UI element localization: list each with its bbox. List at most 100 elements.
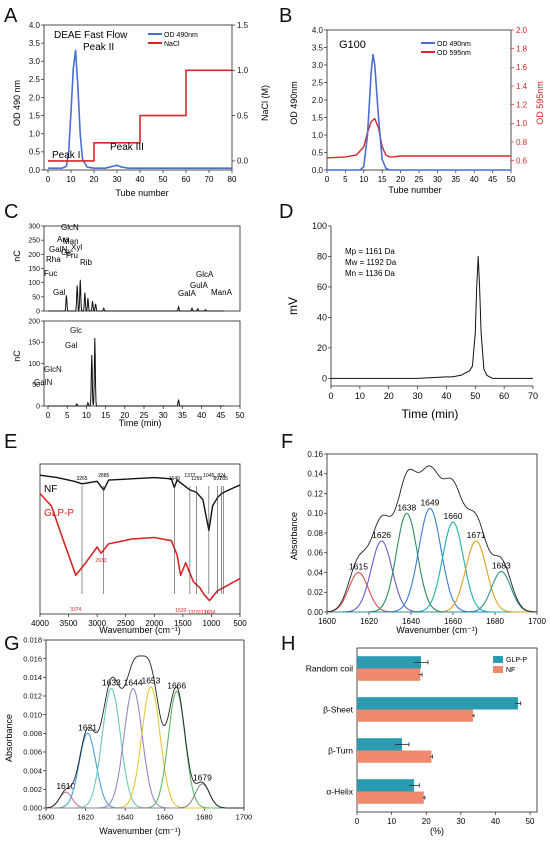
- chart-a-xtick-label: 60: [182, 175, 191, 184]
- chart-c-xtick-label: 25: [140, 411, 149, 420]
- chart-f-ytick-label: 0.00: [307, 608, 323, 617]
- chart-c-xlabel: Time (min): [119, 418, 162, 428]
- chart-b-xtick-label: 5: [343, 175, 348, 184]
- stat-mw: Mw = 1192 Da: [345, 258, 397, 267]
- chart-c-top-trace: [48, 279, 225, 313]
- chart-e-glp-peak-label: 2933: [95, 558, 106, 564]
- chart-h-plot: 0 10 20 30 40 50 Random coil β-Sheet β-Turn α-Hel…: [306, 647, 538, 826]
- chart-a-left-ytick-label: 2.0: [29, 93, 41, 102]
- chart-b-xtick-label: 40: [470, 175, 479, 184]
- chart-e-nf-peak-label: 824: [217, 473, 226, 479]
- chart-f-component-curve: [327, 570, 538, 613]
- chart-e-plot: 4000 3500 3000 2500 2000 1500 1000 500 3265 2885 1…: [31, 463, 247, 628]
- series-a-nacl-line: [48, 69, 232, 162]
- chart-g-component-curve: [45, 791, 244, 809]
- chart-h-bar-nf: [357, 668, 421, 681]
- chart-a-xtick-label: 0: [46, 175, 51, 184]
- chart-h-category-label: β-Sheet: [323, 705, 354, 715]
- chart-h-xtick-label: 10: [387, 817, 396, 826]
- chart-h-bar-glp-p: [357, 697, 518, 710]
- chart-e-xtick-label: 3000: [88, 619, 106, 628]
- stat-mp: Mp = 1161 Da: [345, 247, 395, 256]
- series-a-od490-line: [48, 49, 232, 169]
- chart-g-peak-label: 1666: [167, 680, 186, 690]
- chart-e-xtick-label: 4000: [31, 619, 49, 628]
- chart-c-top-peak-label: Glc: [61, 248, 73, 257]
- chart-c-xtick-label: 5: [65, 411, 70, 420]
- chart-e-xtick-label: 1500: [174, 619, 192, 628]
- chart-d-ytick-label: 60: [317, 282, 327, 292]
- chart-g-xtick-label: 1640: [117, 813, 134, 822]
- chart-g-peak-label: 1679: [193, 773, 212, 783]
- panel-letter-a: A: [4, 5, 18, 27]
- chart-c-xtick-label: 10: [82, 411, 91, 420]
- chart-c-xtick-label: 30: [159, 411, 168, 420]
- chart-b-svg: B 0 5 10 15 20 25 30 35 40 45 50 0.0 0.5 1.0 1.5 2.0 2.5…: [279, 5, 545, 195]
- chart-c-top-peak-label: GlcN: [61, 223, 79, 232]
- chart-h-frame: [356, 647, 538, 813]
- chart-d-ylabel: mV: [286, 297, 300, 315]
- legend-b-od490: OD 490nm: [437, 41, 471, 48]
- chart-h-xtick-label: 20: [422, 817, 431, 826]
- chart-c-top-ytick-label: 300: [28, 223, 40, 230]
- chart-h-category-label: β-Turn: [328, 746, 353, 756]
- chart-a-left-ytick-label: 1.0: [29, 130, 41, 139]
- chart-b-ylabel-left: OD 490nm: [289, 81, 299, 125]
- chart-f-ytick-label: 0.14: [307, 470, 323, 479]
- chart-d-xtick-label: 50: [470, 391, 480, 401]
- chart-f-peak-label: 1671: [467, 530, 486, 540]
- chart-g-peak-label: 1653: [141, 676, 160, 686]
- chart-c-top-ytick-label: 50: [32, 294, 40, 301]
- chart-e-xtick-label: 2000: [145, 619, 163, 628]
- panel-b: B 0 5 10 15 20 25 30 35 40 45 50 0.0 0.5 1.0 1.5 2.0 2.5…: [275, 0, 550, 200]
- chart-b-left-ytick-label: 3.0: [312, 61, 324, 70]
- chart-f-ytick-label: 0.04: [307, 568, 323, 577]
- chart-c-top-peak-label: GalN: [49, 245, 67, 254]
- chart-c-top-peak-label: GlcA: [196, 270, 214, 279]
- panel-letter-e: E: [4, 431, 17, 453]
- annot-peak-3: Peak III: [110, 142, 144, 153]
- chart-b-xtick-label: 25: [415, 175, 424, 184]
- chart-d-xtick-label: 20: [384, 391, 394, 401]
- chart-e-nf-peak-label: 1377: [184, 473, 195, 479]
- chart-g-ytick-label: 0.006: [23, 748, 42, 757]
- chart-c-top-peak-label: Xyl: [71, 243, 82, 252]
- chart-c-bottom-trace: [48, 337, 225, 407]
- chart-f-xtick-label: 1640: [402, 617, 420, 626]
- chart-b-right-ytick-label: 1.6: [516, 63, 528, 72]
- series-b-od490-line: [327, 53, 511, 171]
- series-label-glp: GLP-P: [44, 508, 74, 519]
- chart-a-plot: 0 10 20 30 40 50 60 70 800.00.51.01.52.02.53.03.…: [29, 21, 249, 184]
- chart-h-legend-swatch: [493, 656, 503, 663]
- chart-e-xtick-label: 1000: [203, 619, 221, 628]
- chart-b-left-ytick-label: 1.5: [312, 113, 324, 122]
- chart-c-top-ytick-label: 0: [36, 308, 40, 315]
- chart-f-xtick-label: 1600: [318, 617, 336, 626]
- chart-a-left-ytick-label: 1.5: [29, 111, 41, 120]
- chart-b-xtick-label: 20: [396, 175, 405, 184]
- chart-a-xtick-label: 10: [67, 175, 76, 184]
- chart-f-xtick-label: 1660: [444, 617, 462, 626]
- chart-h-bar-nf: [357, 709, 473, 722]
- chart-c-top-ytick-label: 200: [28, 252, 40, 259]
- chart-h-bar-nf: [357, 750, 432, 763]
- chart-e-glp-peak-label: 1131: [199, 610, 210, 616]
- chart-f-plot: 1600 1620 1640 1660 1680 1700 0.00 0.02 0.04 0.06…: [307, 450, 546, 626]
- chart-g-peak-label: 1644: [124, 678, 143, 688]
- chart-c-top-ytick-label: 150: [28, 266, 40, 273]
- annot-peak-1: Peak I: [52, 150, 80, 161]
- chart-h-legend-swatch: [493, 666, 503, 673]
- chart-b-plot: 0 5 10 15 20 25 30 35 40 45 50 0.0 0.5 1.0 1.5 2.0 2.5 3.…: [312, 26, 528, 184]
- chart-c-ylabel-bottom: nC: [12, 350, 22, 362]
- chart-c-xtick-label: 45: [216, 411, 225, 420]
- chart-d-ytick-label: 0: [322, 374, 327, 384]
- legend-a-od490: OD 490nm: [164, 32, 198, 39]
- chart-b-xtick-label: 45: [488, 175, 497, 184]
- chart-c-top-ytick-label: 250: [28, 238, 40, 245]
- chart-g-ytick-label: 0.014: [23, 673, 42, 682]
- chart-g-ytick-label: 0.010: [23, 710, 42, 719]
- chart-a-xlabel: Tube number: [115, 188, 168, 198]
- chart-d-plot: 0 10 20 30 40 50 60 70 0 20 40 60 80 100: [312, 221, 538, 401]
- chart-c-ylabel-top: nC: [12, 250, 22, 262]
- chart-g-ylabel: Absorbance: [4, 714, 14, 762]
